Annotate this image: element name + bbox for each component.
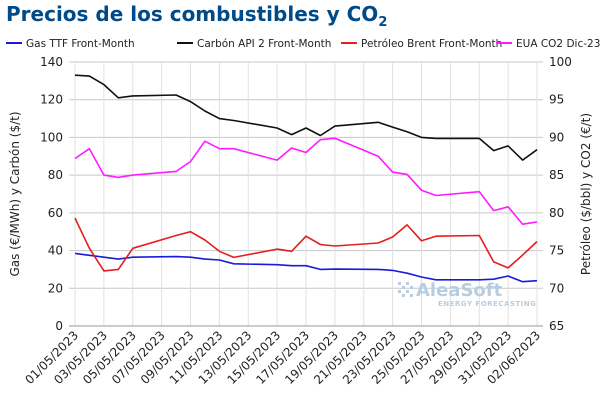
legend-label: Petróleo Brent Front-Month: [361, 38, 502, 50]
y-left-axis-title: Gas (€/MWh) y Carbón ($/t): [8, 111, 22, 276]
y-left-tick-label: 120: [40, 93, 63, 107]
y-left-tick-label: 40: [48, 244, 63, 258]
y-right-tick-label: 100: [549, 55, 572, 69]
logo-name: AleaSoft: [416, 280, 503, 301]
x-axis-ticks: 01/05/202303/05/202305/05/202307/05/2023…: [22, 328, 543, 387]
logo-dot: [398, 282, 401, 285]
y-left-tick-label: 60: [48, 206, 63, 220]
axis-titles: Gas (€/MWh) y Carbón ($/t) Petróleo ($/bb…: [8, 111, 593, 276]
logo-dot: [402, 294, 405, 297]
y-left-tick-label: 100: [40, 130, 63, 144]
y-right-tick-label: 75: [549, 244, 564, 258]
series-line-1: [74, 74, 538, 161]
legend-label: Carbón API 2 Front-Month: [197, 38, 331, 50]
grid-lines: [69, 61, 543, 327]
y-right-tick-label: 80: [549, 206, 564, 220]
legend-item: Carbón API 2 Front-Month: [177, 38, 331, 50]
chart-title: Precios de los combustibles y CO2: [6, 2, 388, 30]
legend-label: EUA CO2 Dic-23: [516, 38, 600, 50]
y-left-tick-label: 20: [48, 281, 63, 295]
series-line-0: [74, 252, 538, 283]
legend-item: EUA CO2 Dic-23: [496, 38, 600, 50]
legend-label: Gas TTF Front-Month: [26, 38, 135, 50]
y-left-tick-label: 80: [48, 168, 63, 182]
legend-item: Gas TTF Front-Month: [6, 38, 135, 50]
y-right-tick-label: 70: [549, 281, 564, 295]
y-left-tick-label: 140: [40, 55, 63, 69]
legend: Gas TTF Front-Month Carbón API 2 Front-Mo…: [6, 38, 600, 50]
y-right-tick-label: 90: [549, 130, 564, 144]
y-left-tick-label: 0: [55, 319, 63, 333]
left-axis-ticks: 0 20 40 60 80 100 120 140: [40, 55, 63, 333]
logo-dot: [402, 286, 405, 289]
y-right-tick-label: 95: [549, 93, 564, 107]
y-right-tick-label: 65: [549, 319, 564, 333]
logo-dot: [410, 286, 413, 289]
series-line-2: [74, 217, 538, 272]
logo-dot: [398, 290, 401, 293]
y-right-tick-label: 85: [549, 168, 564, 182]
logo-dot: [410, 294, 413, 297]
legend-item: Petróleo Brent Front-Month: [341, 38, 502, 50]
logo-tagline: ENERGY FORECASTING: [438, 300, 536, 308]
logo-dot: [406, 290, 409, 293]
logo-dot: [406, 282, 409, 285]
right-axis-ticks: 65 70 75 80 85 90 95 100: [549, 55, 572, 333]
series-line-3: [74, 137, 538, 225]
series-lines: [74, 74, 538, 283]
y-right-axis-title: Petróleo ($/bbl) y CO2 (€/t): [579, 113, 593, 275]
